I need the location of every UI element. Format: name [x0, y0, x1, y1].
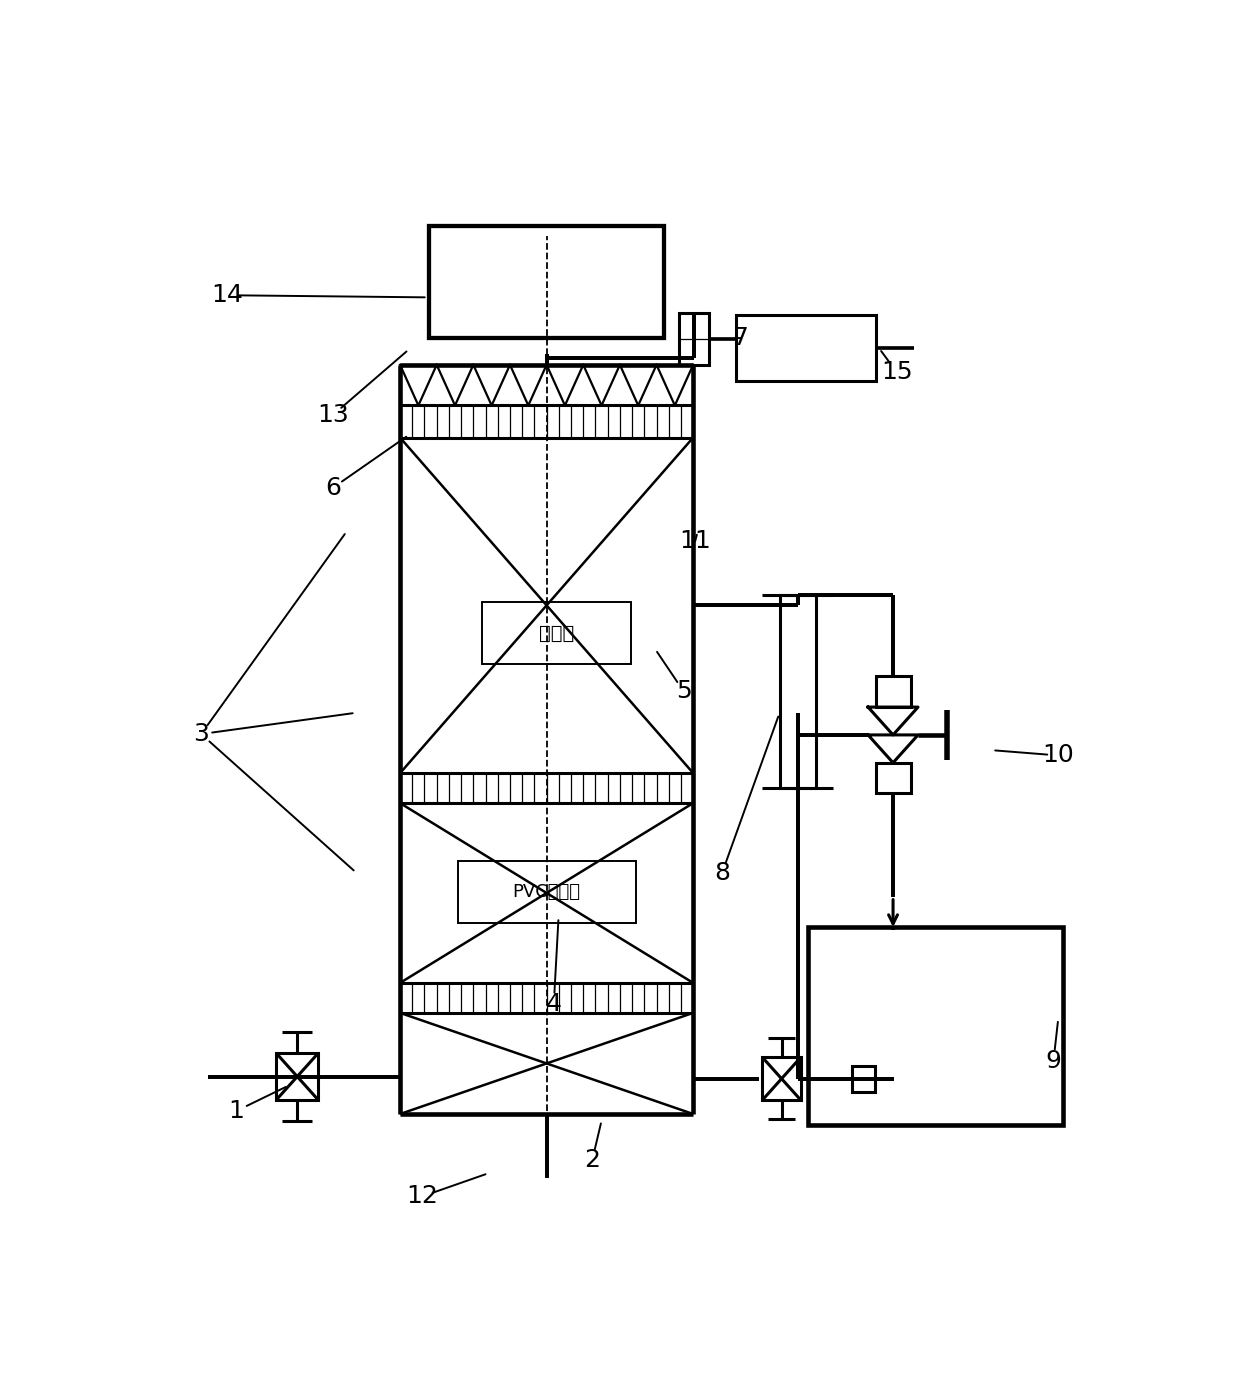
Text: 10: 10	[1043, 744, 1074, 767]
Text: 6: 6	[325, 475, 341, 500]
Text: 12: 12	[407, 1184, 438, 1208]
Bar	[458, 860, 635, 923]
Text: 7: 7	[733, 327, 749, 350]
Text: 14: 14	[211, 284, 243, 307]
Text: 15: 15	[882, 360, 913, 384]
Text: 13: 13	[317, 403, 348, 427]
Bar	[401, 983, 693, 1013]
Bar	[808, 927, 1063, 1125]
Bar	[875, 677, 910, 708]
Bar	[780, 595, 816, 788]
Bar	[875, 763, 910, 794]
Bar	[678, 313, 709, 364]
Text: 8: 8	[714, 862, 730, 885]
Text: 4: 4	[546, 992, 562, 1016]
Bar	[277, 1054, 319, 1099]
Text: 9: 9	[1045, 1048, 1061, 1073]
Bar	[737, 314, 875, 381]
Text: 11: 11	[680, 530, 711, 553]
Bar	[763, 1058, 801, 1099]
Bar	[852, 1066, 874, 1091]
Text: 3: 3	[193, 721, 210, 746]
Text: 5: 5	[676, 680, 692, 703]
Text: 空心球: 空心球	[538, 624, 574, 644]
Bar	[429, 225, 665, 338]
Bar	[481, 602, 631, 664]
Text: 2: 2	[584, 1148, 600, 1172]
Bar	[401, 773, 693, 803]
Text: 1: 1	[228, 1099, 244, 1123]
Bar	[401, 406, 693, 438]
Text: PVC波纹板: PVC波纹板	[512, 883, 580, 901]
